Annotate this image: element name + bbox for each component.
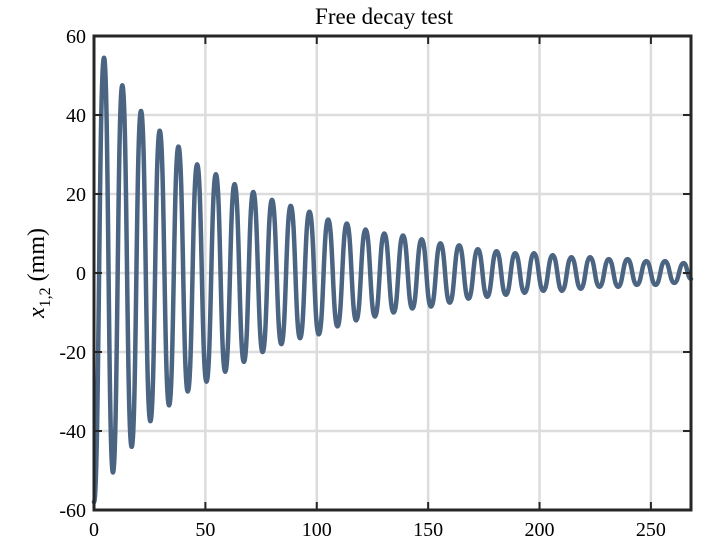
data-point [400,233,405,238]
data-point [354,318,359,323]
data-point [391,310,396,315]
data-point [541,288,546,293]
data-point [597,284,602,289]
data-point [662,259,667,264]
data-point [157,128,162,133]
x-axis-ticks: 0 50 100 150 200 250 [89,36,666,541]
data-point [167,403,172,408]
data-point [148,419,153,424]
data-point [195,162,200,167]
chart-title: Free decay test [315,4,454,29]
data-point [494,249,499,254]
data-point [344,221,349,226]
data-point [503,292,508,297]
data-point [634,282,639,287]
data-point [372,314,377,319]
data-point [213,172,218,177]
data-point [625,257,630,262]
data-point [251,190,256,195]
data-point [531,251,536,256]
data-point [110,470,115,475]
data-point [429,304,434,309]
data-point [307,209,312,214]
data-point [260,350,265,354]
data-point [457,243,462,248]
series-line [91,55,694,505]
data-point [438,241,443,246]
data-point [466,296,471,301]
data-point [513,251,518,256]
data-point [269,197,274,202]
series-layer [91,55,694,505]
data-point [606,257,611,262]
data-point [522,290,527,295]
x-tick-label: 150 [413,519,443,541]
data-point [550,253,555,258]
data-point [139,109,143,114]
data-point [129,444,134,449]
y-axis-label-main: x [24,307,50,319]
data-point [485,294,490,299]
svg-text:x1,2(mm): x1,2 (mm) [24,228,54,319]
data-point [560,288,565,293]
data-point [102,55,107,60]
y-tick-label: 0 [76,263,86,285]
data-point [185,389,190,394]
y-tick-label: -60 [59,500,86,522]
x-tick-label: 0 [89,519,99,541]
data-point [288,203,293,208]
y-axis-label-unit: (mm) [24,228,50,281]
data-point [578,286,583,291]
data-point [326,217,331,222]
data-point [653,282,658,287]
data-point [176,144,181,149]
data-point [204,379,209,384]
data-point [120,83,125,88]
data-point [588,255,593,260]
data-point [672,280,677,285]
x-tick-label: 100 [302,519,332,541]
data-point [419,237,424,242]
x-tick-label: 200 [525,519,555,541]
data-point [298,336,303,341]
y-tick-label: 60 [66,26,86,48]
plot-frame [92,34,693,512]
data-point [232,182,237,187]
data-point [447,300,452,305]
data-point [475,247,480,252]
data-point [616,284,621,289]
y-axis-label-subscript: 1,2 [37,287,54,307]
y-axis-label: x1,2 (mm) [24,228,54,319]
data-point [382,231,387,236]
data-point [335,324,340,329]
data-point [681,261,686,266]
data-point [410,306,415,311]
y-tick-label: 40 [66,105,86,127]
data-point [279,342,284,347]
data-point [241,359,246,364]
y-tick-label: 20 [66,184,86,206]
data-point [644,259,649,264]
y-tick-label: -40 [59,421,86,443]
x-tick-label: 50 [195,519,215,541]
y-tick-label: -20 [59,342,86,364]
data-point [363,227,368,232]
x-tick-label: 250 [636,519,666,541]
data-point [569,255,574,260]
data-point [223,369,228,374]
data-point [316,332,321,337]
